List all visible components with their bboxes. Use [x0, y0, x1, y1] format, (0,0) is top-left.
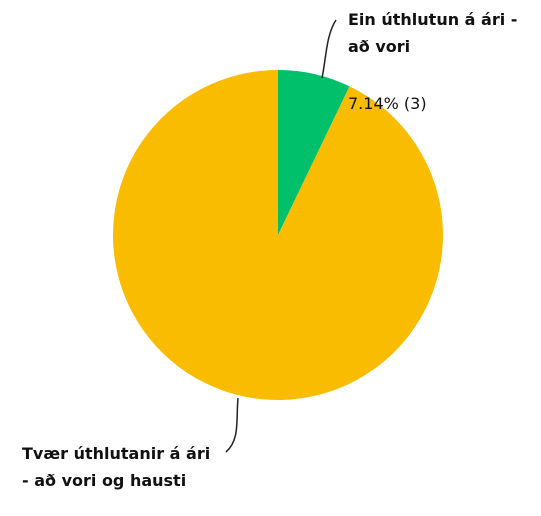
- slice-label: Ein úthlutun á ári - að vori: [348, 10, 518, 56]
- slice-label: Tvær úthlutanir á ári - að vori og haust…: [22, 444, 211, 490]
- pie-slice: [278, 70, 350, 235]
- value-label: 7.14% (3): [348, 94, 427, 113]
- pie-slice: [112, 70, 443, 400]
- leader-line: [321, 19, 337, 79]
- leader-line: [225, 397, 239, 453]
